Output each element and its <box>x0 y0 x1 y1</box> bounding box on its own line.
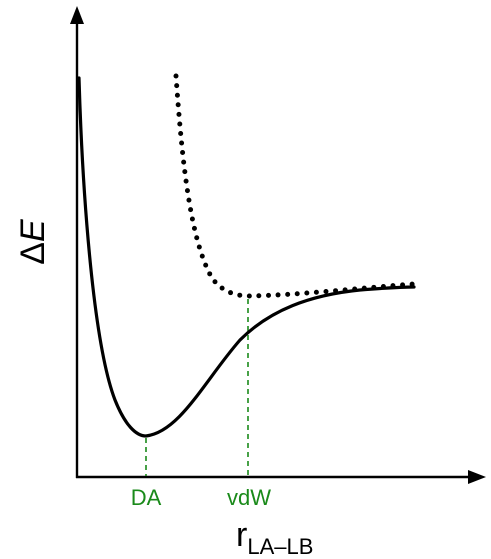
guides <box>145 299 249 476</box>
y-axis-title: ΔE <box>14 219 52 265</box>
donor-acceptor-curve <box>77 76 416 438</box>
x-axis-title: rLA–LB <box>236 516 313 559</box>
y-axis-title-symbol: E <box>14 219 52 242</box>
axes <box>70 6 486 484</box>
marker-label-vdw: vdW <box>227 485 271 510</box>
van-der-waals-curve <box>173 73 417 299</box>
markers: DA vdW <box>131 485 272 510</box>
x-axis-arrow <box>468 470 486 484</box>
x-axis-title-base: r <box>236 516 247 554</box>
curves <box>77 73 417 438</box>
y-axis-title-delta: Δ <box>14 242 52 265</box>
x-axis-title-subscript: LA–LB <box>247 534 313 559</box>
y-axis-arrow <box>70 6 84 24</box>
marker-label-da: DA <box>131 485 162 510</box>
